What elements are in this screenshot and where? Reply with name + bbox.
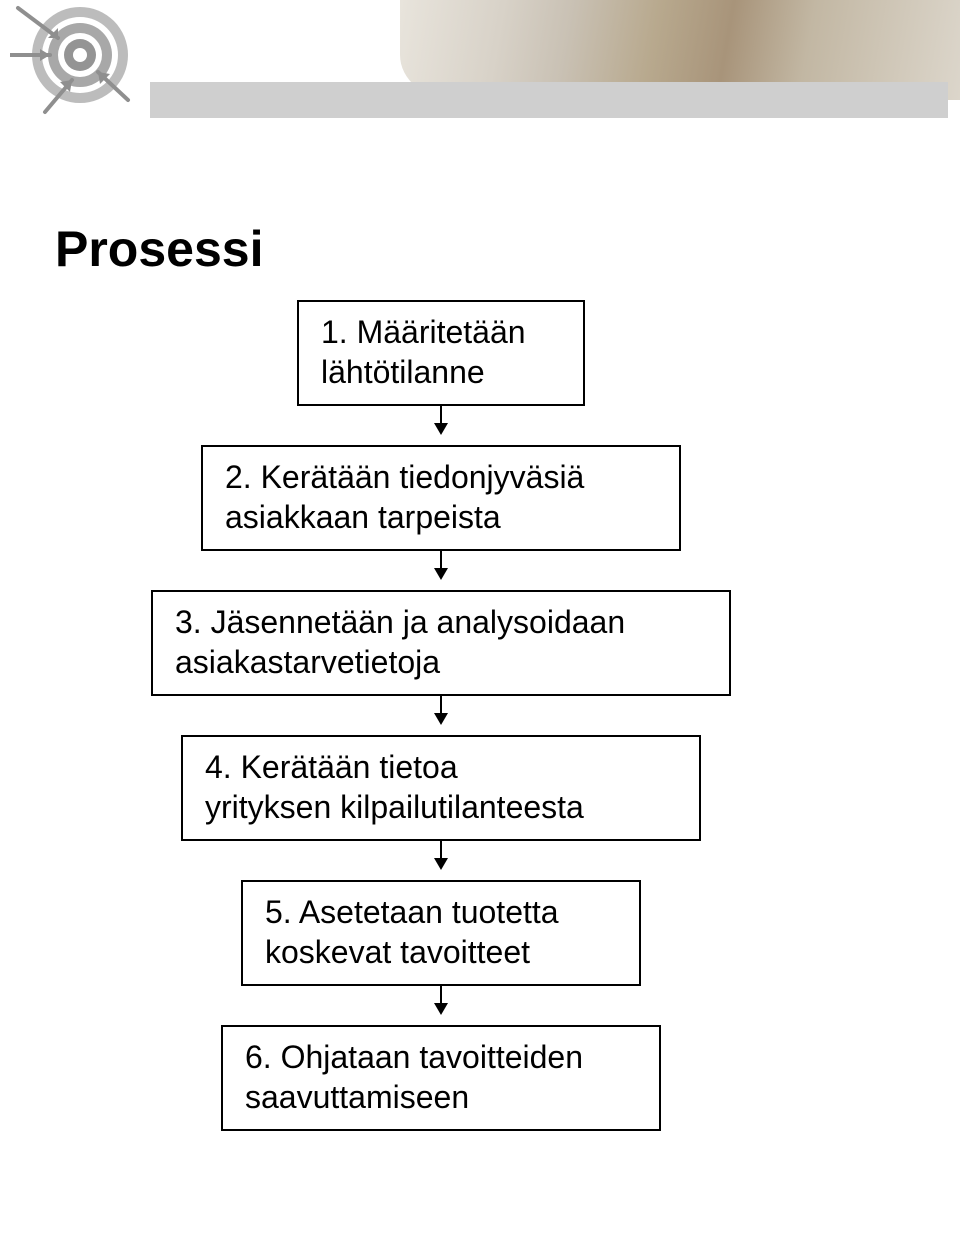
- page-title: Prosessi: [55, 220, 263, 278]
- flow-node: 6. Ohjataan tavoitteiden saavuttamiseen: [221, 1025, 661, 1131]
- flow-node-text: 4. Kerätään tietoa: [205, 749, 458, 785]
- flow-node: 2. Kerätään tiedonjyväsiä asiakkaan tarpe…: [201, 445, 681, 551]
- header-bar: [150, 82, 948, 118]
- flow-arrow: [440, 841, 442, 868]
- flow-node-text: koskevat tavoitteet: [265, 934, 530, 970]
- flow-node-text: yrityksen kilpailutilanteesta: [205, 789, 584, 825]
- flow-arrow: [440, 696, 442, 723]
- flow-node: 3. Jäsennetään ja analysoidaan asiakastar…: [151, 590, 731, 696]
- flow-node-text: lähtötilanne: [321, 354, 485, 390]
- flow-node-text: 6. Ohjataan tavoitteiden: [245, 1039, 583, 1075]
- target-arrows-icon: [10, 0, 150, 120]
- flow-node: 5. Asetetaan tuotetta koskevat tavoitteet: [241, 880, 641, 986]
- flow-node-text: 5. Asetetaan tuotetta: [265, 894, 559, 930]
- flow-node-text: 2. Kerätään tiedonjyväsiä: [225, 459, 584, 495]
- page-header: [0, 0, 960, 130]
- flow-arrow: [440, 551, 442, 578]
- flow-arrow: [440, 406, 442, 433]
- flow-arrow: [440, 986, 442, 1013]
- flow-node-text: 3. Jäsennetään ja analysoidaan: [175, 604, 625, 640]
- flow-node-text: 1. Määritetään: [321, 314, 526, 350]
- flow-node: 4. Kerätään tietoa yrityksen kilpailutila…: [181, 735, 701, 841]
- flow-node-text: asiakkaan tarpeista: [225, 499, 501, 535]
- flow-node-text: saavuttamiseen: [245, 1079, 469, 1115]
- flow-node: 1. Määritetään lähtötilanne: [297, 300, 585, 406]
- flow-node-text: asiakastarvetietoja: [175, 644, 440, 680]
